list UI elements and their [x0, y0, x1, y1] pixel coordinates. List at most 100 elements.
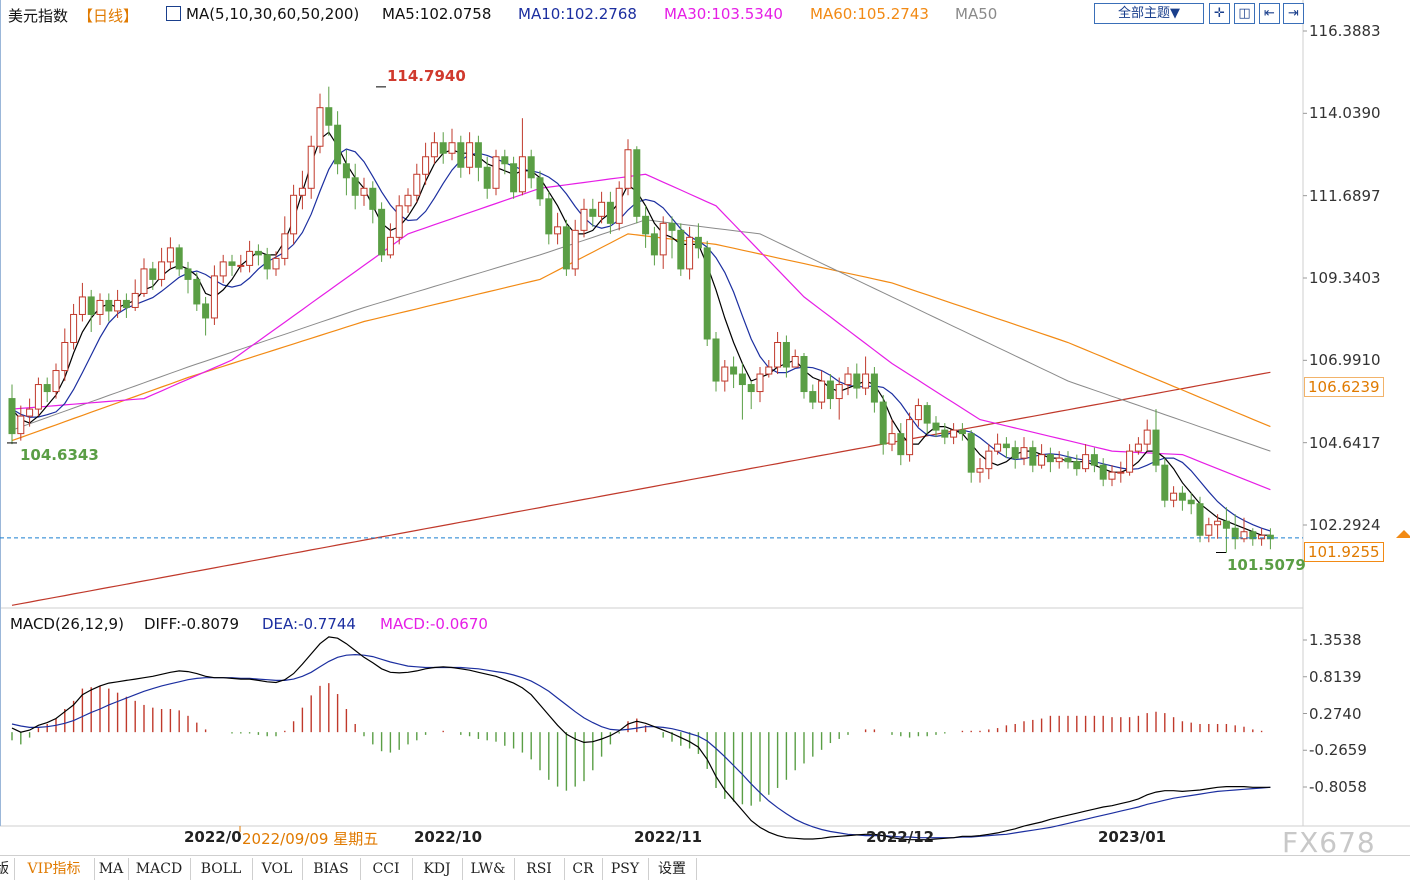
ma60-line	[11, 233, 1271, 442]
indicator-tab[interactable]: BIAS	[302, 858, 361, 880]
candle-up	[290, 194, 298, 235]
compress-tool-icon[interactable]: ⇤	[1259, 3, 1280, 24]
candle-down	[642, 215, 650, 235]
candle-up	[624, 149, 632, 189]
candle-up	[386, 236, 394, 256]
candle-down	[1196, 503, 1204, 536]
candle-up	[774, 341, 782, 368]
candle-down	[457, 142, 465, 168]
candle-up	[976, 468, 984, 473]
candle-down	[879, 401, 887, 445]
ma60-price-tag: 106.6239	[1304, 377, 1384, 397]
ma50-value: MA50	[955, 5, 998, 23]
candle-up	[52, 370, 60, 393]
candle-up	[70, 313, 78, 343]
chart-header: 美元指数 【日线】 MA(5,10,30,60,50,200) MA5:102.…	[0, 0, 1300, 28]
candle-up	[888, 433, 896, 445]
candle-up	[985, 450, 993, 470]
macd-tick-label: -0.2659	[1309, 741, 1367, 760]
candle-down	[730, 366, 738, 375]
candle-up	[131, 292, 139, 308]
indicator-tab[interactable]: VIP指标	[14, 858, 95, 880]
indicator-tab[interactable]: BOLL	[190, 858, 253, 880]
candle-up	[360, 187, 368, 196]
indicator-tab[interactable]: 版	[0, 858, 15, 880]
candle-up	[140, 268, 148, 294]
candle-up	[298, 187, 306, 196]
candle-down	[545, 198, 553, 235]
candle-up	[1214, 520, 1222, 526]
candle-up	[686, 236, 694, 270]
candle-down	[149, 268, 157, 280]
chart-type-icon[interactable]	[166, 6, 181, 21]
candle-down	[510, 163, 518, 193]
candle-down	[633, 149, 641, 217]
current-price-arrow	[1396, 530, 1410, 538]
candle-up	[1020, 447, 1028, 459]
candle-down	[897, 433, 905, 456]
date-label-2022-12: 2022/12	[866, 828, 935, 846]
indicator-tab[interactable]: LW&	[462, 858, 515, 880]
indicator-tab[interactable]: MACD	[128, 858, 191, 880]
price-tick-label: 114.0390	[1309, 104, 1381, 123]
candle-up	[580, 208, 588, 231]
candle-down	[342, 163, 350, 179]
chart-tool-icon[interactable]: ◫	[1234, 3, 1255, 24]
ma30-line	[11, 173, 1271, 491]
candle-down	[122, 299, 130, 308]
candle-down	[1046, 454, 1054, 463]
candle-up	[158, 261, 166, 280]
candle-down	[8, 398, 16, 435]
candle-up	[219, 261, 227, 277]
candle-down	[228, 261, 236, 266]
period-label[interactable]: 【日线】	[78, 7, 139, 25]
crosshair-tool-icon[interactable]: ✛	[1209, 3, 1230, 24]
ma5-value: MA5:102.0758	[382, 5, 492, 23]
indicator-tab[interactable]: CCI	[360, 858, 413, 880]
candle-up	[466, 142, 474, 168]
high-price-label: 114.7940	[387, 67, 466, 85]
candle-down	[1231, 527, 1239, 540]
date-label-2022-11: 2022/11	[634, 828, 703, 846]
indicator-tab[interactable]: VOL	[252, 858, 303, 880]
candle-down	[809, 391, 817, 403]
candle-up	[818, 380, 826, 403]
macd-tick-label: 1.3538	[1309, 631, 1362, 649]
ma10-value: MA10:102.2768	[518, 5, 637, 23]
candle-down	[263, 254, 271, 270]
candle-down	[43, 384, 51, 393]
indicator-tab[interactable]: KDJ	[412, 858, 463, 880]
indicator-tab[interactable]: CR	[564, 858, 603, 880]
candle-up	[518, 156, 526, 193]
candle-down	[747, 384, 755, 393]
candle-down	[800, 356, 808, 393]
theme-dropdown[interactable]: 全部主题▼	[1094, 3, 1204, 24]
candle-down	[562, 226, 570, 270]
indicator-tab[interactable]: RSI	[514, 858, 565, 880]
candle-up	[765, 366, 773, 375]
indicator-tab[interactable]: 设置	[648, 858, 697, 880]
indicator-tab[interactable]: MA	[94, 858, 129, 880]
candle-down	[202, 303, 210, 319]
candle-down	[474, 142, 482, 168]
candle-down	[853, 373, 861, 389]
candle-up	[1038, 454, 1046, 466]
crosshair-date-label: 2022/09/09 星期五	[242, 828, 379, 849]
candle-down	[1187, 499, 1195, 505]
candle-up	[1108, 471, 1116, 480]
candle-up	[1205, 524, 1213, 536]
ma5-line	[11, 131, 1271, 536]
watermark: FX678	[1282, 826, 1376, 859]
price-tick-label: 104.6417	[1309, 433, 1381, 452]
candle-down	[1266, 534, 1274, 540]
candle-up	[17, 415, 25, 435]
candle-up	[994, 443, 1002, 452]
date-label-2023-01: 2023/01	[1098, 828, 1167, 846]
candle-down	[1011, 447, 1019, 459]
low-right-price-label: 101.5079	[1227, 556, 1306, 574]
date-label-2022-09: 2022/0	[184, 828, 242, 846]
expand-tool-icon[interactable]: ⇥	[1283, 3, 1304, 24]
candle-down	[483, 166, 491, 189]
indicator-tab[interactable]: PSY	[602, 858, 649, 880]
